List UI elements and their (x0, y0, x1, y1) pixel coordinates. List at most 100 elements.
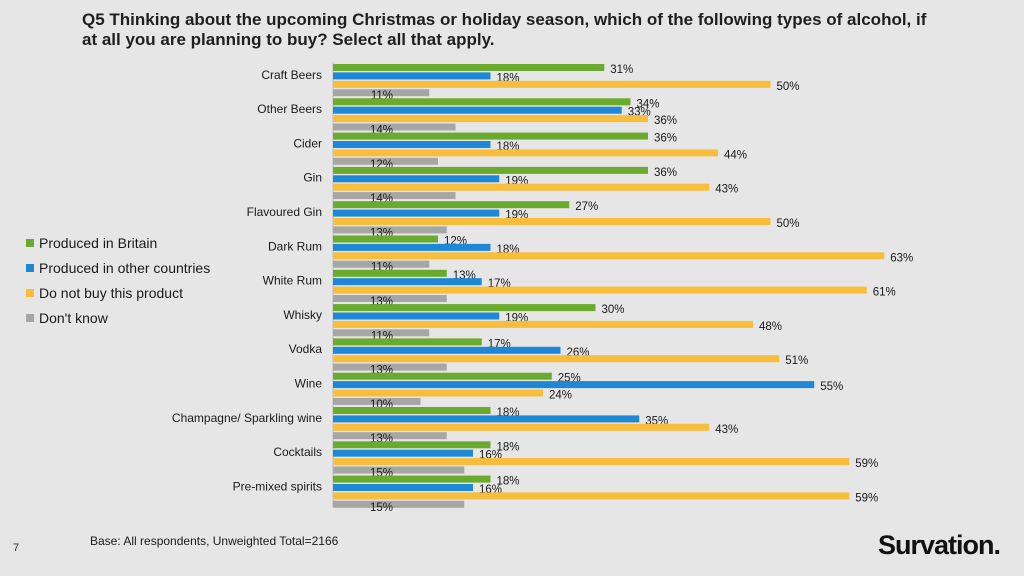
bar (333, 466, 465, 474)
bar (333, 346, 561, 354)
bar (333, 72, 491, 80)
data-label: 55% (820, 381, 843, 393)
data-label: 63% (890, 252, 913, 264)
bar (333, 89, 430, 97)
bar (333, 363, 447, 371)
category-label: Dark Rum (268, 239, 322, 253)
bar (333, 295, 447, 302)
bar (333, 141, 491, 148)
category-label: Gin (303, 171, 322, 185)
data-label: 24% (549, 390, 572, 402)
bar (333, 64, 605, 71)
data-label: 27% (575, 201, 598, 213)
category-label: Craft Beers (261, 68, 322, 82)
data-label: 43% (715, 424, 738, 436)
bar (333, 149, 718, 157)
bar (333, 252, 885, 260)
bar (333, 500, 465, 508)
data-label: 18% (497, 476, 520, 488)
legend-item-produced-in-britain: Produced in Britain (26, 230, 210, 255)
bar (333, 449, 473, 457)
data-label: 59% (855, 492, 878, 504)
legend-label: Do not buy this product (39, 284, 183, 301)
bar (333, 484, 473, 491)
category-label: Cider (293, 136, 322, 150)
bar (333, 338, 482, 346)
category-label: Champagne/ Sparkling wine (172, 411, 322, 425)
bar (333, 80, 771, 88)
bar (333, 304, 596, 312)
legend-label: Produced in Britain (39, 234, 158, 251)
data-label: 59% (855, 458, 878, 470)
bar (333, 397, 421, 405)
legend: Produced in Britain Produced in other co… (26, 230, 210, 330)
bar (333, 98, 631, 106)
bar (333, 157, 438, 165)
bar (333, 475, 491, 483)
category-label: White Rum (263, 274, 322, 288)
data-label: 15% (370, 502, 393, 514)
bar (333, 192, 456, 200)
bar (333, 355, 780, 363)
bar (333, 260, 430, 268)
page-number: 7 (13, 542, 20, 554)
category-label: Whisky (283, 308, 322, 322)
legend-item-produced-in-other-countries: Produced in other countries (26, 255, 210, 280)
data-label: 50% (777, 218, 800, 230)
category-label: Other Beers (257, 102, 322, 116)
base-footnote: Base: All respondents, Unweighted Total=… (90, 534, 339, 548)
bar (333, 407, 491, 414)
bar (333, 312, 500, 320)
bar (333, 226, 447, 234)
bar (333, 132, 648, 140)
data-label: 51% (785, 355, 808, 367)
bar (333, 123, 456, 131)
bar (333, 381, 815, 389)
bar (333, 492, 850, 500)
data-label: 31% (610, 64, 633, 76)
bar (333, 372, 552, 380)
bar (333, 209, 500, 217)
data-label: 18% (497, 441, 520, 453)
data-label: 36% (654, 115, 677, 127)
chart-title: Q5 Thinking about the upcoming Christmas… (82, 10, 927, 49)
bar (333, 218, 771, 225)
bar (333, 243, 491, 251)
bar (333, 458, 850, 466)
data-label: 44% (724, 149, 747, 161)
bar (333, 115, 648, 123)
category-label: Cocktails (273, 445, 322, 459)
legend-label: Don't know (39, 309, 108, 326)
bar (333, 269, 447, 277)
bar (333, 235, 438, 243)
legend-swatch (26, 288, 34, 297)
data-label: 43% (715, 184, 738, 196)
data-label: 34% (637, 98, 660, 110)
bar (333, 106, 622, 114)
data-label: 61% (873, 287, 896, 299)
category-label: Pre-mixed spirits (233, 479, 322, 493)
legend-item-dont-know: Don't know (26, 305, 210, 330)
data-label: 50% (777, 81, 800, 93)
bar (333, 389, 543, 397)
category-label: Vodka (289, 342, 323, 356)
bar (333, 415, 640, 423)
bar (333, 441, 491, 449)
data-label: 30% (602, 304, 625, 316)
bar (333, 201, 570, 209)
data-label: 36% (654, 167, 677, 179)
legend-item-do-not-buy: Do not buy this product (26, 280, 210, 305)
category-label: Wine (295, 377, 323, 391)
legend-label: Produced in other countries (39, 259, 211, 276)
data-label: 48% (759, 321, 782, 333)
legend-swatch (26, 313, 34, 322)
bar (333, 329, 430, 337)
bar (333, 175, 500, 183)
data-label: 36% (654, 133, 677, 145)
legend-swatch (26, 263, 34, 272)
bar (333, 432, 447, 440)
survation-logo: Survation. (878, 530, 1001, 560)
bar (333, 183, 710, 191)
category-label: Flavoured Gin (247, 205, 322, 219)
